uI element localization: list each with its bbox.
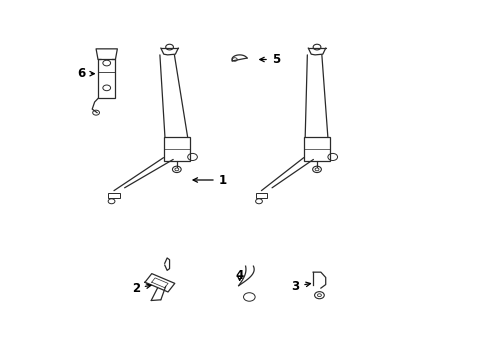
Text: 2: 2 (131, 282, 151, 294)
Text: 6: 6 (77, 67, 94, 80)
Bar (255, 193, 266, 198)
Bar (98, 59, 115, 99)
Text: 1: 1 (193, 174, 226, 186)
Bar (108, 193, 120, 198)
Bar (163, 138, 190, 161)
Bar (303, 138, 329, 161)
Text: 5: 5 (259, 53, 280, 66)
Text: 4: 4 (235, 269, 244, 282)
Text: 3: 3 (290, 280, 310, 293)
